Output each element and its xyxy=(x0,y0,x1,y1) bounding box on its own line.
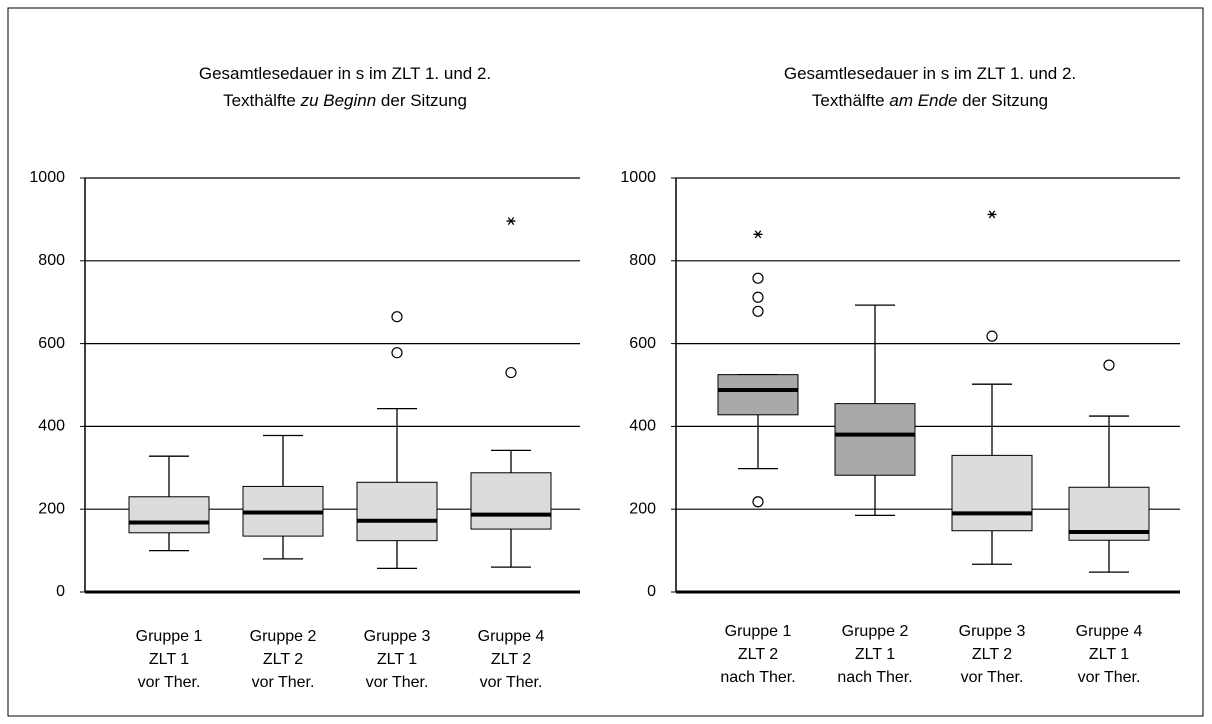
chart-title: Gesamtlesedauer in s im ZLT 1. und 2. xyxy=(784,64,1076,83)
x-tick-label: ZLT 1 xyxy=(855,646,895,663)
box xyxy=(834,403,916,476)
x-tick-label: ZLT 2 xyxy=(738,646,778,663)
box-group xyxy=(834,304,916,517)
y-tick-label: 400 xyxy=(38,418,65,435)
box-group xyxy=(717,230,799,508)
chart-title: Texthälfte zu Beginn der Sitzung xyxy=(223,91,467,110)
outlier xyxy=(1103,359,1115,371)
extreme xyxy=(987,210,997,219)
x-tick-label: ZLT 1 xyxy=(149,651,189,668)
x-tick-label: Gruppe 2 xyxy=(842,623,909,640)
x-tick-label: Gruppe 3 xyxy=(959,623,1026,640)
x-tick-label: Gruppe 1 xyxy=(136,628,203,645)
x-tick-label: nach Ther. xyxy=(720,669,795,686)
x-tick-label: ZLT 2 xyxy=(972,646,1012,663)
box xyxy=(470,472,552,530)
x-tick-label: vor Ther. xyxy=(1078,669,1141,686)
title-part: der Sitzung xyxy=(957,91,1048,110)
frame xyxy=(7,7,1204,717)
y-tick-label: 1000 xyxy=(29,169,65,186)
y-tick-label: 800 xyxy=(38,252,65,269)
y-tick-label: 600 xyxy=(38,335,65,352)
chart-title: Gesamtlesedauer in s im ZLT 1. und 2. xyxy=(199,64,491,83)
x-tick-label: nach Ther. xyxy=(837,669,912,686)
box-group xyxy=(951,210,1033,565)
y-tick-label: 0 xyxy=(56,583,65,600)
outlier xyxy=(752,272,764,284)
outlier xyxy=(752,291,764,303)
box-group xyxy=(1068,359,1150,573)
x-tick-label: Gruppe 3 xyxy=(364,628,431,645)
x-tick-label: vor Ther. xyxy=(480,674,543,691)
box xyxy=(717,374,799,416)
y-tick-label: 200 xyxy=(38,500,65,517)
box-group xyxy=(470,217,552,568)
box xyxy=(128,496,210,534)
title-part: der Sitzung xyxy=(376,91,467,110)
chart-title: Texthälfte am Ende der Sitzung xyxy=(812,91,1048,110)
y-tick-label: 400 xyxy=(629,418,656,435)
x-tick-label: Gruppe 1 xyxy=(725,623,792,640)
extreme xyxy=(506,217,516,226)
title-part: Texthälfte xyxy=(223,91,301,110)
y-tick-label: 800 xyxy=(629,252,656,269)
outlier xyxy=(505,366,517,379)
box xyxy=(356,481,438,542)
x-tick-label: Gruppe 2 xyxy=(250,628,317,645)
x-tick-label: Gruppe 4 xyxy=(478,628,545,645)
x-tick-label: vor Ther. xyxy=(961,669,1024,686)
box-group xyxy=(128,455,210,552)
y-tick-label: 200 xyxy=(629,500,656,517)
x-tick-label: vor Ther. xyxy=(252,674,315,691)
y-tick-label: 1000 xyxy=(620,169,656,186)
x-tick-label: ZLT 2 xyxy=(263,651,303,668)
outlier xyxy=(391,311,403,323)
y-tick-label: 0 xyxy=(647,583,656,600)
outlier xyxy=(391,347,403,359)
x-tick-label: ZLT 1 xyxy=(377,651,417,668)
y-tick-label: 600 xyxy=(629,335,656,352)
outlier xyxy=(752,305,764,317)
title-part: am Ende xyxy=(889,91,957,110)
outlier xyxy=(986,330,998,342)
title-part: Texthälfte xyxy=(812,91,890,110)
x-tick-label: ZLT 1 xyxy=(1089,646,1129,663)
box-group xyxy=(242,434,324,560)
title-part: zu Beginn xyxy=(300,91,377,110)
x-tick-label: Gruppe 4 xyxy=(1076,623,1143,640)
x-tick-label: ZLT 2 xyxy=(491,651,531,668)
box-group xyxy=(356,311,438,570)
x-tick-label: vor Ther. xyxy=(138,674,201,691)
title-part: Gesamtlesedauer in s im ZLT 1. und 2. xyxy=(199,64,491,83)
title-part: Gesamtlesedauer in s im ZLT 1. und 2. xyxy=(784,64,1076,83)
x-tick-label: vor Ther. xyxy=(366,674,429,691)
box xyxy=(951,454,1033,532)
outlier xyxy=(752,496,764,508)
extreme xyxy=(753,230,763,239)
